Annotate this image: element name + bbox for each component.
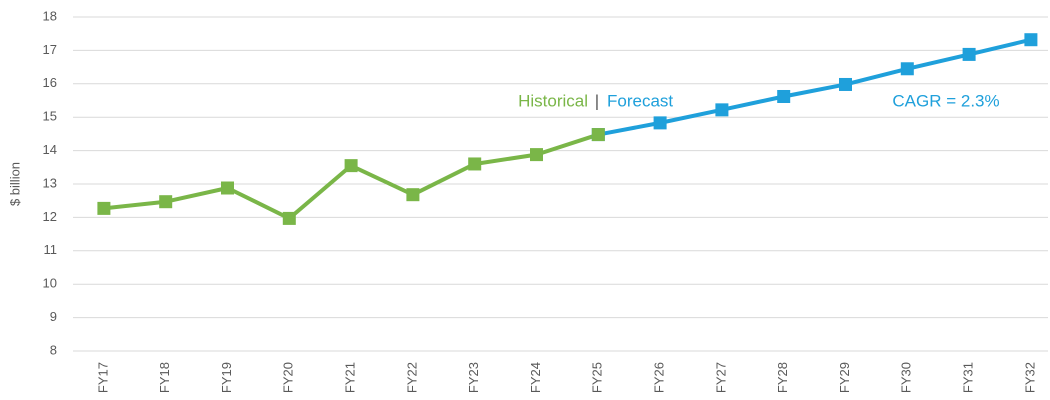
series-line bbox=[103, 132, 599, 221]
point-marker bbox=[344, 159, 358, 173]
x-tick-label: FY24 bbox=[528, 362, 543, 393]
y-tick-label: 10 bbox=[43, 276, 57, 291]
point-marker bbox=[839, 77, 852, 91]
point-marker bbox=[468, 157, 482, 171]
x-tick-label: FY22 bbox=[404, 362, 419, 393]
y-tick-label: 8 bbox=[50, 342, 57, 357]
x-tick-label: FY29 bbox=[837, 362, 852, 393]
point-marker bbox=[1024, 33, 1038, 47]
point-marker bbox=[900, 62, 914, 76]
y-tick-label: 17 bbox=[43, 42, 57, 57]
x-tick-label: FY19 bbox=[219, 362, 234, 393]
x-tick-label: FY21 bbox=[343, 362, 358, 393]
point-marker bbox=[282, 211, 296, 225]
x-tick-label: FY27 bbox=[713, 362, 728, 393]
x-tick-label: FY17 bbox=[95, 362, 110, 393]
x-tick-label: FY18 bbox=[157, 362, 172, 393]
point-marker bbox=[653, 116, 667, 130]
point-marker bbox=[221, 181, 234, 195]
y-tick-label: 13 bbox=[43, 175, 57, 190]
annotation: CAGR = 2.3% bbox=[892, 91, 999, 110]
y-tick-label: 12 bbox=[43, 209, 57, 224]
point-marker bbox=[406, 188, 420, 202]
point-marker bbox=[591, 128, 605, 142]
y-tick-label: 16 bbox=[43, 75, 57, 90]
x-tick-label: FY30 bbox=[899, 362, 914, 393]
y-tick-label: 14 bbox=[43, 142, 57, 157]
annotation: Historical bbox=[518, 91, 588, 110]
x-tick-label: FY26 bbox=[652, 362, 667, 393]
x-tick-label: FY23 bbox=[466, 362, 481, 393]
x-tick-label: FY25 bbox=[590, 362, 605, 393]
point-marker bbox=[962, 47, 976, 61]
x-tick-label: FY20 bbox=[281, 362, 296, 393]
point-marker bbox=[159, 195, 173, 209]
series-line bbox=[597, 37, 1032, 137]
annotation: Forecast bbox=[607, 91, 673, 110]
y-tick-label: 15 bbox=[43, 109, 57, 124]
x-tick-label: FY31 bbox=[961, 362, 976, 393]
annotation: | bbox=[595, 91, 599, 110]
x-tick-label: FY28 bbox=[775, 362, 790, 393]
point-marker bbox=[777, 89, 791, 103]
y-tick-label: 18 bbox=[43, 8, 57, 23]
point-marker bbox=[530, 148, 543, 162]
point-marker bbox=[97, 201, 111, 215]
y-axis-label: $ billion bbox=[7, 162, 22, 206]
x-tick-label: FY32 bbox=[1022, 362, 1037, 393]
y-tick-label: 9 bbox=[50, 309, 57, 324]
point-marker bbox=[715, 103, 729, 117]
y-tick-label: 11 bbox=[44, 242, 58, 257]
